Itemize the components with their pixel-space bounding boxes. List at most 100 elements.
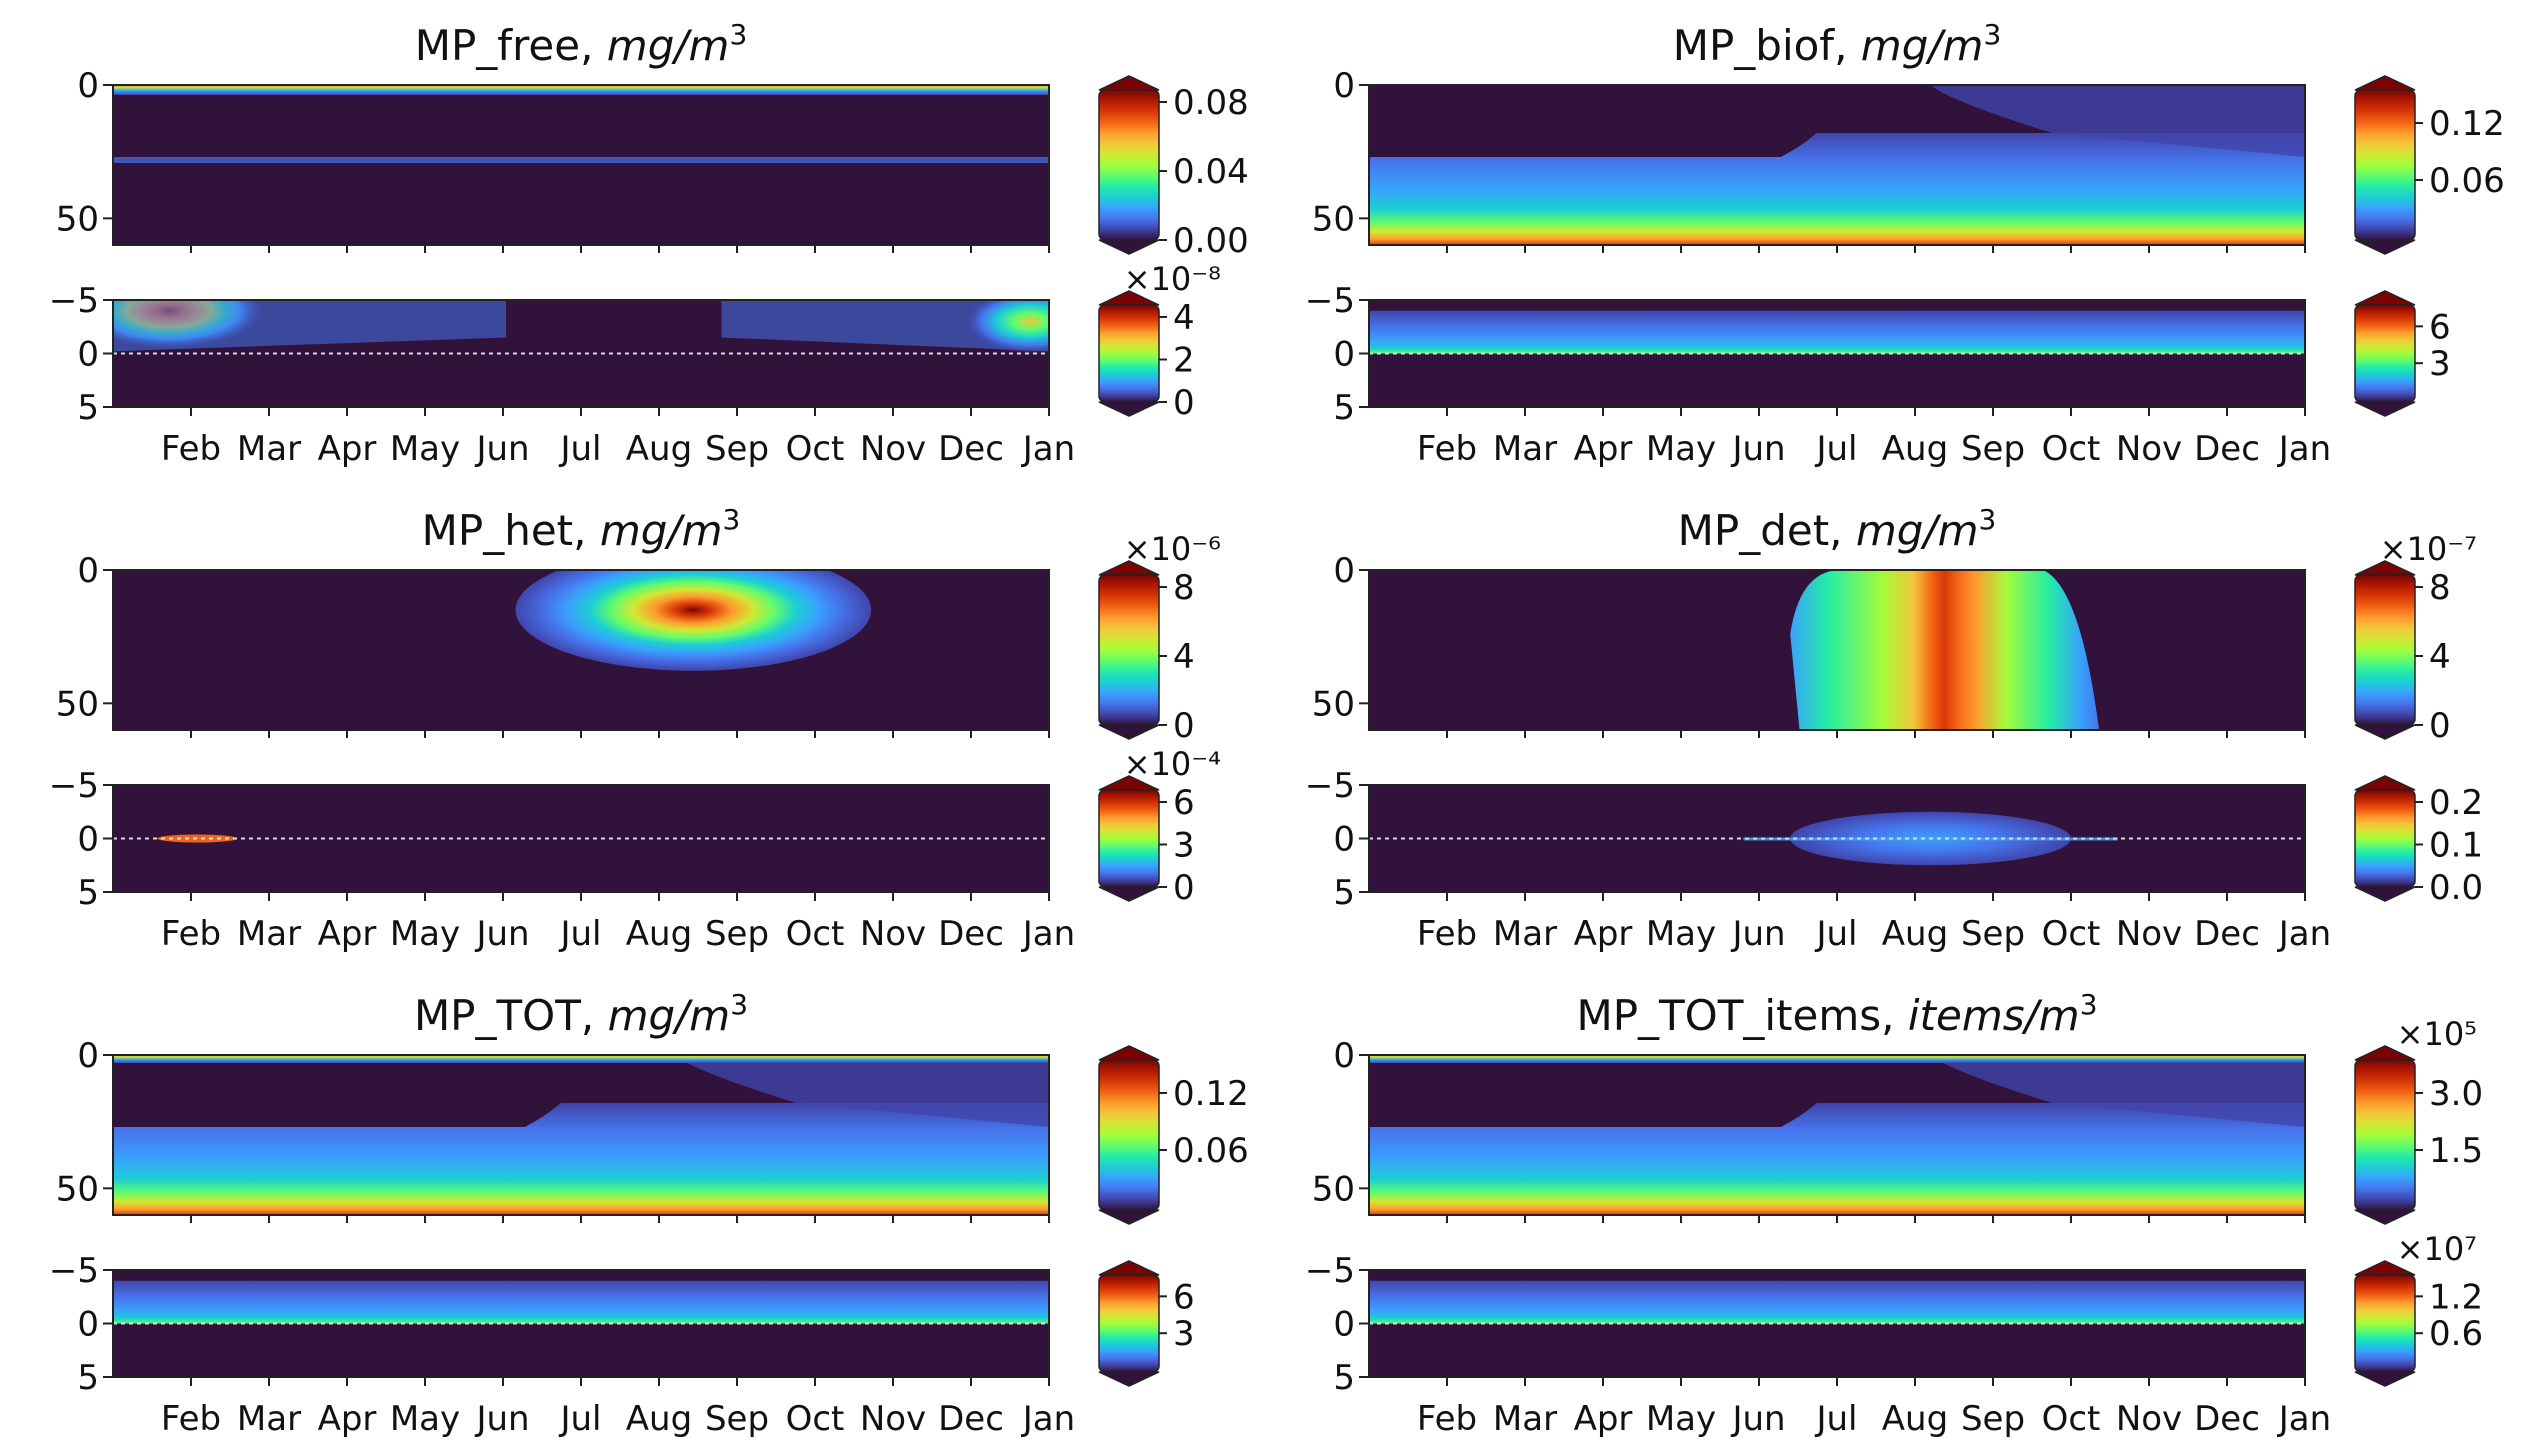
colorbar-extend-top bbox=[2354, 75, 2416, 91]
y-tick-label: 0 bbox=[1333, 551, 1355, 591]
x-tick-label: Dec bbox=[2194, 429, 2260, 469]
subsurface-band bbox=[113, 157, 1049, 163]
y-tick-label: 50 bbox=[1312, 1169, 1355, 1209]
colorbar-tick-label: 6 bbox=[1173, 783, 1195, 823]
colorbar-tick-label: 3 bbox=[1173, 1314, 1195, 1354]
x-tick-label: Oct bbox=[786, 1399, 845, 1439]
x-tick-label: May bbox=[390, 914, 460, 954]
chart-MP_TOT: MP_TOT, mg/m3 0 50 −5 0 5 Feb Mar Apr May Jun Jul Au… bbox=[49, 988, 1249, 1439]
x-tick-label: Nov bbox=[860, 914, 926, 954]
x-tick-label: Feb bbox=[161, 429, 221, 469]
colorbar-tick-label: 0.08 bbox=[1173, 83, 1249, 123]
colorbar-tick-label: 0 bbox=[1173, 868, 1195, 908]
month-axis: Feb Mar Apr May Jun Jul Aug Sep Oct Nov Dec Jan bbox=[161, 245, 1075, 469]
y-tick-label: 50 bbox=[56, 199, 99, 239]
x-tick-label: May bbox=[1646, 914, 1716, 954]
colorbar-gradient bbox=[1098, 1059, 1160, 1211]
colorbar-lower: 63 bbox=[1098, 1260, 1195, 1387]
x-tick-label: Aug bbox=[626, 429, 692, 469]
chart-MP_biof: MP_biof, mg/m3 0 50 −5 0 5 Feb Mar Apr May Jun Jul A… bbox=[1305, 18, 2505, 469]
colorbar-multiplier: ×10⁻⁸ bbox=[1124, 260, 1221, 298]
colorbar-tick-label: 0.06 bbox=[1173, 1131, 1249, 1171]
y-axis: 0 50 bbox=[1312, 1036, 1369, 1209]
x-tick-label: Sep bbox=[1961, 429, 2025, 469]
x-tick-label: Jun bbox=[474, 1399, 529, 1439]
x-tick-label: Feb bbox=[161, 1399, 221, 1439]
x-tick-label: Aug bbox=[626, 1399, 692, 1439]
y-tick-label: −5 bbox=[1305, 1251, 1355, 1291]
colorbar-extend-top bbox=[1098, 1045, 1160, 1061]
winter-shallow bbox=[1369, 1055, 1831, 1127]
x-tick-label: Jun bbox=[1730, 914, 1785, 954]
x-tick-label: Jan bbox=[2277, 1399, 2331, 1439]
upper-panel-heatmap bbox=[113, 1055, 1049, 1215]
subsurface-band bbox=[113, 1127, 1049, 1133]
colorbar-tick-label: 3 bbox=[1173, 826, 1195, 866]
spring-tail bbox=[113, 300, 507, 352]
surface-spike bbox=[157, 834, 238, 843]
colorbar-gradient bbox=[1098, 89, 1160, 241]
colorbar-tick-label: 8 bbox=[1173, 568, 1195, 608]
x-tick-label: Sep bbox=[1961, 1399, 2025, 1439]
y-axis: 0 50 bbox=[56, 551, 113, 724]
chart-title: MP_free, mg/m3 bbox=[415, 18, 748, 70]
x-tick-label: Feb bbox=[1417, 914, 1477, 954]
surface-band bbox=[1369, 1055, 2305, 1063]
colorbar-multiplier: ×10⁷ bbox=[2397, 1230, 2477, 1268]
y-axis: −5 0 5 bbox=[49, 281, 113, 428]
y-axis: −5 0 5 bbox=[49, 766, 113, 913]
colorbar-extend-bottom bbox=[1098, 1209, 1160, 1225]
y-tick-label: 5 bbox=[77, 873, 99, 913]
x-tick-label: Apr bbox=[1574, 1399, 1633, 1439]
x-tick-label: Mar bbox=[237, 429, 301, 469]
near-surface-band bbox=[1369, 1280, 2305, 1324]
x-tick-label: Oct bbox=[2042, 429, 2101, 469]
colorbar-tick-label: 4 bbox=[1173, 637, 1195, 677]
colorbar-tick-label: 6 bbox=[1173, 1277, 1195, 1317]
x-tick-label: Aug bbox=[1882, 1399, 1948, 1439]
lower-panel-heatmap bbox=[113, 300, 1049, 407]
y-tick-label: 0 bbox=[1333, 335, 1355, 375]
colorbar-tick-label: 0.12 bbox=[2429, 104, 2505, 144]
x-tick-label: Feb bbox=[161, 914, 221, 954]
x-tick-label: May bbox=[1646, 429, 1716, 469]
x-tick-label: Oct bbox=[786, 914, 845, 954]
x-tick-label: Dec bbox=[938, 914, 1004, 954]
x-tick-label: Nov bbox=[2116, 1399, 2182, 1439]
y-tick-label: −5 bbox=[1305, 766, 1355, 806]
x-tick-label: Jun bbox=[474, 429, 529, 469]
x-tick-label: Mar bbox=[237, 1399, 301, 1439]
y-tick-label: 0 bbox=[77, 820, 99, 860]
colorbar-gradient bbox=[1098, 574, 1160, 726]
colorbar-extend-bottom bbox=[1098, 401, 1160, 417]
autumn-rise bbox=[721, 300, 1049, 352]
chart-MP_det: MP_det, mg/m3 0 50 −5 0 5 Feb Mar Apr May Jun Jul Au… bbox=[1305, 503, 2483, 954]
lower-panel-heatmap bbox=[1369, 300, 2305, 407]
chart-title: MP_det, mg/m3 bbox=[1678, 503, 1997, 555]
y-tick-label: −5 bbox=[49, 281, 99, 321]
colorbar-extend-bottom bbox=[1098, 886, 1160, 902]
x-tick-label: Jul bbox=[1814, 1399, 1857, 1439]
colorbar-extend-bottom bbox=[1098, 724, 1160, 740]
y-tick-label: 0 bbox=[77, 1305, 99, 1345]
colorbar-extend-top bbox=[2354, 775, 2416, 791]
colorbar-extend-top bbox=[2354, 290, 2416, 306]
x-tick-label: Sep bbox=[705, 429, 769, 469]
x-tick-label: Oct bbox=[2042, 1399, 2101, 1439]
y-axis: −5 0 5 bbox=[1305, 1251, 1369, 1398]
x-tick-label: Sep bbox=[705, 914, 769, 954]
colorbar-lower: 420 ×10⁻⁸ bbox=[1098, 260, 1221, 423]
colorbar-tick-label: 0.0 bbox=[2429, 868, 2483, 908]
colorbar-extend-bottom bbox=[2354, 1209, 2416, 1225]
winter-shallow bbox=[1369, 85, 1831, 157]
x-tick-label: Feb bbox=[1417, 429, 1477, 469]
y-tick-label: −5 bbox=[1305, 281, 1355, 321]
colorbar-extend-bottom bbox=[2354, 886, 2416, 902]
x-tick-label: Apr bbox=[318, 914, 377, 954]
lower-panel-heatmap bbox=[1369, 785, 2305, 892]
x-tick-label: Mar bbox=[237, 914, 301, 954]
lower-panel-heatmap bbox=[113, 1270, 1049, 1377]
y-axis: 0 50 bbox=[56, 1036, 113, 1209]
y-tick-label: 0 bbox=[77, 66, 99, 106]
x-tick-label: Jan bbox=[2277, 429, 2331, 469]
